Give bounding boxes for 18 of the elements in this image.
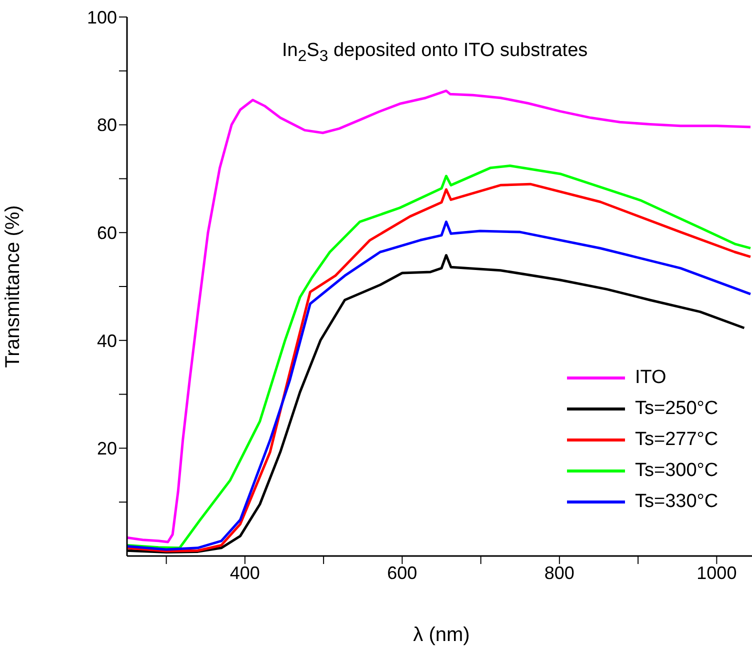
- legend-label: Ts=277°C: [635, 428, 718, 450]
- x-tick-label: 600: [387, 562, 418, 583]
- x-axis-title: λ (nm): [413, 624, 470, 646]
- annotation: In$_{2}$S$_{3}$ deposited onto ITO substrates: [282, 40, 588, 66]
- y-tick-label: 20: [96, 438, 117, 459]
- legend-label: ITO: [635, 366, 666, 388]
- legend-label: Ts=330°C: [635, 490, 718, 512]
- y-tick-label: 80: [96, 115, 117, 136]
- x-tick-label: 1000: [696, 562, 737, 583]
- x-tick-label: 800: [544, 562, 574, 583]
- x-tick-label: 400: [230, 562, 260, 583]
- line-series: [127, 90, 752, 544]
- y-tick-label: 40: [96, 330, 117, 351]
- legend-label: Ts=250°C: [635, 398, 718, 420]
- legend-label: Ts=300°C: [635, 460, 718, 482]
- y-axis-title: Transmittance (%): [2, 205, 24, 368]
- y-tick-label: 100: [86, 7, 117, 28]
- y-tick-label: 60: [96, 222, 117, 243]
